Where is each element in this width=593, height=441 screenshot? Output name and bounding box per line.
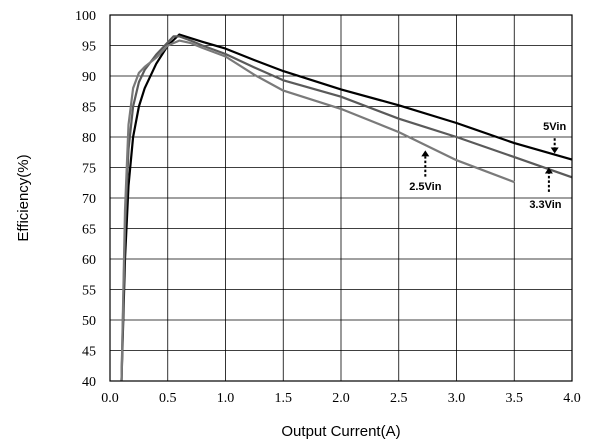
series-lines bbox=[120, 33, 573, 382]
y-tick-label: 55 bbox=[82, 284, 96, 299]
x-tick-label: 2.5 bbox=[390, 391, 408, 406]
grid bbox=[109, 14, 573, 382]
y-tick-label: 95 bbox=[82, 40, 96, 55]
annotations: 5Vin 2.5Vin 3.3Vin bbox=[409, 121, 566, 211]
y-tick-label: 75 bbox=[82, 162, 96, 177]
plot-frame bbox=[109, 14, 573, 382]
series-line-5vin bbox=[120, 33, 573, 382]
x-axis-label: Output Current(A) bbox=[281, 423, 400, 440]
x-tick-label: 0.0 bbox=[101, 391, 119, 406]
x-tick-label: 3.0 bbox=[448, 391, 466, 406]
series-line-3-3vin bbox=[120, 35, 573, 382]
tick-labels: 0.0 0.5 1.0 1.5 2.0 2.5 3.0 3.5 4.0 40 45 50 55 60 65 7… bbox=[75, 9, 581, 406]
y-tick-label: 45 bbox=[82, 345, 96, 360]
y-tick-label: 70 bbox=[82, 192, 96, 207]
series-annotation-label: 5Vin bbox=[543, 121, 566, 133]
y-tick-label: 50 bbox=[82, 314, 96, 329]
annotation-arrow-head bbox=[421, 150, 430, 157]
y-tick-label: 60 bbox=[82, 253, 96, 268]
x-tick-label: 0.5 bbox=[159, 391, 177, 406]
x-tick-label: 4.0 bbox=[563, 391, 581, 406]
y-tick-label: 40 bbox=[82, 375, 96, 390]
y-tick-label: 85 bbox=[82, 101, 96, 116]
x-tick-label: 1.0 bbox=[217, 391, 235, 406]
x-tick-label: 3.5 bbox=[506, 391, 524, 406]
annotation-arrow-head bbox=[544, 167, 553, 174]
annotation-arrow-head bbox=[550, 147, 559, 154]
y-tick-label: 100 bbox=[75, 9, 96, 24]
y-tick-label: 80 bbox=[82, 131, 96, 146]
y-tick-label: 65 bbox=[82, 223, 96, 238]
series-annotation-label: 3.3Vin bbox=[529, 199, 561, 211]
y-tick-label: 90 bbox=[82, 70, 96, 85]
series-annotation-label: 2.5Vin bbox=[409, 181, 441, 193]
x-tick-label: 2.0 bbox=[332, 391, 350, 406]
y-axis-label: Efficiency(%) bbox=[15, 154, 32, 241]
series-line-2-5vin bbox=[120, 39, 515, 382]
x-tick-label: 1.5 bbox=[275, 391, 293, 406]
